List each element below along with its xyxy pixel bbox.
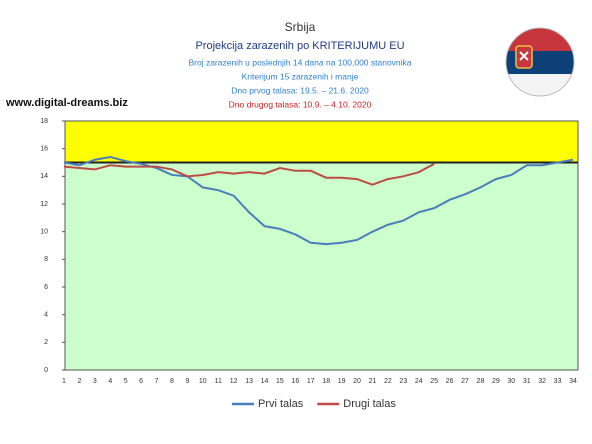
flag: [505, 27, 575, 97]
x-tick-label: 19: [338, 378, 346, 385]
x-tick-label: 8: [170, 378, 174, 385]
x-tick-label: 24: [415, 378, 423, 385]
x-tick-label: 4: [108, 378, 112, 385]
x-tick-label: 22: [384, 378, 392, 385]
legend-label: Prvi talas: [258, 398, 304, 410]
x-tick-label: 11: [215, 378, 222, 385]
x-tick-label: 13: [245, 378, 253, 385]
legend-label: Drugi talas: [343, 398, 396, 410]
note: Dno prvog talasa: 19.5. – 21.6. 2020: [231, 85, 369, 95]
x-tick-label: 15: [276, 378, 284, 385]
y-tick-label: 18: [40, 118, 48, 125]
x-tick-label: 23: [399, 378, 407, 385]
x-tick-label: 29: [492, 378, 500, 385]
y-tick-label: 6: [44, 284, 48, 291]
x-tick-label: 2: [77, 378, 81, 385]
x-tick-label: 12: [230, 378, 238, 385]
plot-frame: [64, 120, 579, 371]
x-tick-label: 9: [185, 378, 189, 385]
x-tick-label: 21: [369, 378, 377, 385]
x-tick-label: 17: [307, 378, 315, 385]
x-tick-label: 20: [353, 378, 361, 385]
x-tick-label: 3: [93, 378, 97, 385]
y-tick-label: 0: [44, 367, 48, 374]
x-tick-label: 7: [155, 378, 159, 385]
x-tick-label: 26: [446, 378, 454, 385]
x-tick-label: 14: [261, 378, 269, 385]
note: Broj zarazenih u poslednjih 14 dana na 1…: [188, 57, 411, 67]
x-tick-label: 16: [291, 378, 299, 385]
y-tick-label: 4: [44, 312, 48, 319]
x-tick-label: 30: [507, 378, 515, 385]
y-tick-label: 2: [44, 339, 48, 346]
x-tick-label: 1: [62, 378, 66, 385]
y-tick-label: 10: [40, 229, 48, 236]
below-band: [65, 162, 578, 370]
x-tick-label: 32: [538, 378, 546, 385]
chart-title: Srbija: [285, 20, 316, 34]
y-tick-label: 8: [44, 256, 48, 263]
x-tick-label: 27: [461, 378, 469, 385]
x-tick-label: 34: [569, 378, 577, 385]
x-tick-label: 28: [477, 378, 485, 385]
note: Kriterijum 15 zarazenih i manje: [242, 71, 359, 81]
x-tick-label: 10: [199, 378, 207, 385]
x-tick-label: 6: [139, 378, 143, 385]
watermark: www.digital-dreams.biz: [5, 97, 128, 109]
y-tick-label: 16: [40, 146, 48, 153]
x-tick-label: 31: [523, 378, 531, 385]
x-tick-label: 5: [124, 378, 128, 385]
y-tick-label: 14: [40, 173, 48, 180]
x-tick-label: 33: [554, 378, 562, 385]
above-band: [65, 121, 578, 163]
note-red: Dno drugog talasa: 10.9. – 4.10. 2020: [229, 99, 372, 109]
series-line: [63, 163, 435, 186]
x-tick-label: 18: [322, 378, 330, 385]
y-tick-label: 12: [40, 201, 48, 208]
chart-subtitle: Projekcija zarazenih po KRITERIJUMU EU: [195, 40, 404, 52]
x-tick-label: 25: [430, 378, 438, 385]
